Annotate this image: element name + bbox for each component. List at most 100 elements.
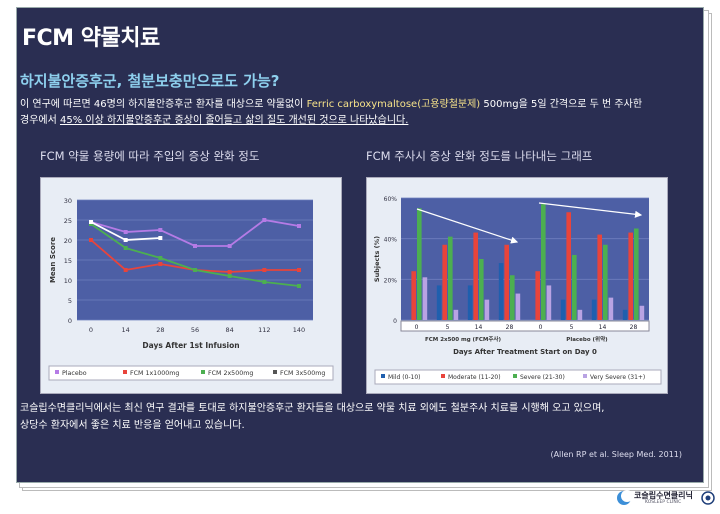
y-tick-label: 30 bbox=[64, 197, 72, 205]
legend-label: FCM 1x1000mg bbox=[130, 370, 179, 377]
intro-text: 이 연구에 따르면 46명의 하지불안증후군 환자를 대상으로 약물없이 bbox=[20, 99, 307, 110]
bar bbox=[560, 299, 566, 320]
data-point bbox=[123, 230, 128, 234]
bar bbox=[546, 285, 552, 320]
x-tick-label: 0 bbox=[415, 324, 419, 331]
legend-box bbox=[374, 369, 662, 385]
intro-highlight: Ferric carboxymaltose(고용량철분제) bbox=[306, 99, 481, 110]
x-tick-label: 14 bbox=[475, 324, 483, 331]
bar bbox=[504, 244, 509, 320]
x-tick-label: 0 bbox=[539, 324, 543, 331]
bar bbox=[436, 285, 442, 320]
x-tick-label: 0 bbox=[89, 326, 93, 334]
data-point bbox=[123, 238, 128, 242]
bar bbox=[628, 232, 633, 320]
data-point bbox=[158, 262, 163, 266]
data-point bbox=[297, 284, 301, 288]
x-tick-label: 84 bbox=[226, 326, 234, 334]
legend-label: FCM 3x500mg bbox=[280, 370, 325, 377]
bar-chart: 0 20% 40% 60% 0 5 14 28 0 5 14 28 FCM 2x500 mg (FCM주… bbox=[373, 196, 662, 385]
bar bbox=[453, 309, 459, 320]
y-axis-label: Mean Score bbox=[49, 237, 57, 283]
bar bbox=[572, 254, 577, 320]
legend-label: Very Severe (31+) bbox=[590, 374, 645, 381]
y-tick-label: 25 bbox=[64, 217, 72, 225]
bar bbox=[541, 204, 546, 320]
bar bbox=[479, 259, 484, 320]
x-tick-label: 140 bbox=[293, 326, 305, 334]
y-tick-label: 20% bbox=[384, 277, 398, 284]
plot-area bbox=[401, 198, 649, 320]
y-tick-label: 10 bbox=[64, 277, 72, 285]
data-point bbox=[158, 236, 163, 240]
moon-logo-icon bbox=[617, 490, 633, 505]
x-axis-label: Days After 1st Infusion bbox=[142, 341, 239, 350]
footer-text: 코슬립수면클리닉에서는 최신 연구 결과를 토대로 하지불안증후군 환자들을 대… bbox=[20, 403, 605, 414]
bar bbox=[535, 271, 540, 320]
legend-swatch bbox=[381, 374, 385, 378]
bar bbox=[591, 299, 597, 320]
data-point bbox=[89, 220, 93, 224]
legend-swatch bbox=[55, 370, 59, 374]
legend-label: FCM 2x500mg bbox=[208, 370, 253, 377]
y-tick-label: 20 bbox=[64, 237, 72, 245]
bar bbox=[473, 232, 478, 320]
x-tick-label: 28 bbox=[630, 324, 638, 331]
legend-swatch bbox=[583, 374, 587, 378]
data-point bbox=[123, 268, 128, 272]
intro-text: 경우에서 bbox=[20, 115, 60, 126]
bar bbox=[498, 263, 504, 320]
data-point bbox=[262, 218, 267, 222]
data-point bbox=[227, 270, 232, 274]
data-point bbox=[262, 280, 267, 284]
footer-text: 상당수 환자에서 좋은 치료 반응을 얻어내고 있습니다. bbox=[20, 420, 245, 431]
legend-label: Moderate (11-20) bbox=[448, 374, 501, 381]
y-tick-label: 0 bbox=[68, 317, 72, 325]
data-point bbox=[297, 224, 301, 228]
intro-underline: 45% 이상 하지불안증후군 증상이 줄어들고 삶의 질도 개선된 것으로 나타… bbox=[59, 115, 409, 126]
data-point bbox=[193, 268, 197, 272]
bar bbox=[515, 293, 521, 320]
data-point bbox=[262, 268, 267, 272]
citation: (Allen RP et al. Sleep Med. 2011) bbox=[550, 450, 682, 459]
logo-text: 코슬립수면클리닉 bbox=[634, 491, 693, 500]
y-tick-label: 40% bbox=[384, 237, 398, 244]
bar bbox=[417, 208, 422, 320]
legend-label: Mild (0-10) bbox=[388, 374, 421, 381]
bar bbox=[422, 277, 428, 320]
bar bbox=[442, 244, 447, 320]
seal-icon bbox=[701, 491, 715, 505]
data-point bbox=[158, 228, 163, 232]
category-strip bbox=[400, 320, 650, 332]
x-tick-label: 28 bbox=[156, 326, 164, 334]
x-axis-label: Days After Treatment Start on Day 0 bbox=[453, 348, 597, 356]
data-point bbox=[89, 238, 93, 242]
bar bbox=[484, 299, 490, 320]
bar bbox=[467, 285, 473, 320]
bar bbox=[639, 305, 645, 320]
data-point bbox=[297, 268, 301, 272]
group-label: Placebo (위약) bbox=[566, 335, 608, 343]
bar bbox=[622, 309, 628, 320]
y-tick-label: 60% bbox=[384, 196, 398, 203]
y-tick-label: 0 bbox=[393, 318, 397, 325]
bar-chart-title: FCM 주사시 증상 완화 정도를 나타내는 그래프 bbox=[366, 149, 593, 163]
clinic-logo: 코슬립수면클리닉 KOSLEEP CLINIC bbox=[615, 488, 715, 510]
legend-label: Placebo bbox=[62, 370, 87, 377]
line-chart-title: FCM 약물 용량에 따라 주입의 증상 완화 정도 bbox=[40, 149, 260, 163]
intro-paragraph: 이 연구에 따르면 46명의 하지불안증후군 환자를 대상으로 약물없이 Fer… bbox=[20, 97, 670, 129]
bar bbox=[608, 297, 614, 320]
data-point bbox=[123, 246, 128, 250]
x-tick-label: 56 bbox=[191, 326, 199, 334]
slide-subtitle: 하지불안증후군, 철분보충만으로도 가능? bbox=[20, 72, 280, 90]
legend-swatch bbox=[123, 370, 127, 374]
group-label: FCM 2x500 mg (FCM주사) bbox=[425, 335, 501, 343]
bar bbox=[603, 244, 608, 320]
bar bbox=[566, 212, 571, 320]
y-tick-label: 15 bbox=[64, 257, 72, 265]
line-chart: 0 5 10 15 20 25 30 0 14 28 56 84 112 140 Days After 1s… bbox=[48, 197, 334, 381]
trend-arrow bbox=[416, 208, 519, 244]
footer-paragraph: 코슬립수면클리닉에서는 최신 연구 결과를 토대로 하지불안증후군 환자들을 대… bbox=[20, 400, 670, 434]
data-point bbox=[227, 274, 232, 278]
data-point bbox=[227, 244, 232, 248]
